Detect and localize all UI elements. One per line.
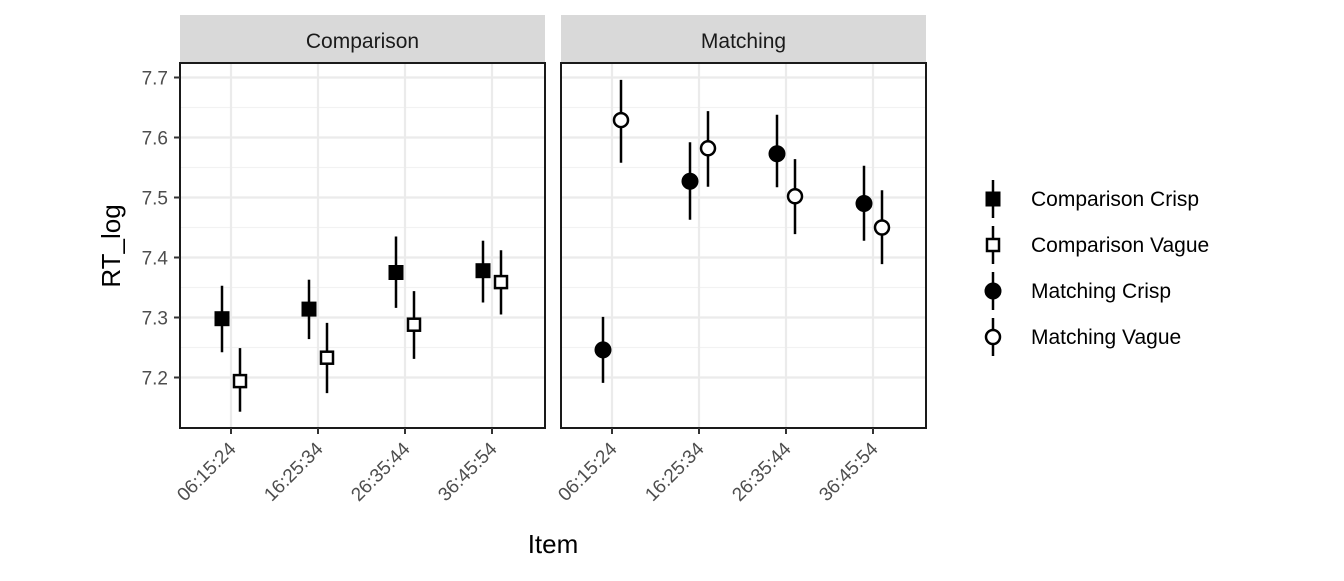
- legend-entry: Matching Crisp: [984, 272, 1171, 310]
- legend-key-marker: [985, 237, 1001, 253]
- x-axis-comparison: 06:15:24 16:25:34 26:35:44 36:45:54: [173, 428, 502, 506]
- panels: Comparison Matching: [179, 15, 927, 429]
- panel-strip-label: Matching: [701, 30, 786, 53]
- y-tick-label: 7.6: [142, 129, 168, 150]
- x-tick-label: 06:15:24: [554, 438, 621, 505]
- series-comparison-crisp: [214, 236, 491, 353]
- plot-background: [180, 63, 545, 428]
- series-matching-crisp: [594, 114, 873, 383]
- data-point: [493, 274, 509, 290]
- panel-comparison: Comparison: [179, 15, 546, 429]
- legend-entry: Comparison Vague: [985, 226, 1209, 264]
- series-matching-vague: [612, 79, 891, 265]
- data-point: [786, 188, 804, 205]
- legend-entry: Comparison Crisp: [985, 180, 1199, 218]
- panel-matching: Matching: [560, 15, 927, 429]
- legend-label: Matching Vague: [1031, 326, 1181, 349]
- x-axes: 06:15:24 16:25:34 26:35:44 36:45:54 06:15:24…: [173, 428, 883, 506]
- panel-strip: [180, 15, 545, 63]
- x-tick-label: 26:35:44: [347, 438, 414, 505]
- y-axis: 7.2 7.3 7.4 7.5 7.6 7.7: [142, 69, 180, 390]
- x-tick-label: 36:45:54: [815, 438, 882, 505]
- data-point: [406, 317, 422, 332]
- legend-label: Comparison Crisp: [1031, 188, 1199, 211]
- y-tick-label: 7.7: [142, 69, 168, 90]
- x-axis-matching: 06:15:24 16:25:34 26:35:44 36:45:54: [554, 428, 883, 506]
- x-tick-label: 36:45:54: [434, 438, 501, 505]
- data-point: [214, 311, 230, 327]
- series-comparison-vague: [232, 250, 509, 412]
- data-point: [699, 140, 717, 157]
- panel-strip-label: Comparison: [306, 30, 419, 53]
- data-point: [768, 145, 786, 163]
- legend-label: Comparison Vague: [1031, 234, 1209, 257]
- x-tick-label: 16:25:34: [260, 438, 327, 505]
- panel-strip: [561, 15, 926, 63]
- y-tick-label: 7.5: [142, 189, 168, 210]
- legend-entry: Matching Vague: [984, 318, 1181, 356]
- panel-border: [560, 62, 927, 429]
- legend-key-marker: [984, 328, 1002, 346]
- x-tick-label: 16:25:34: [641, 438, 708, 505]
- y-tick-label: 7.3: [142, 309, 168, 330]
- x-axis-title: Item: [528, 529, 579, 559]
- y-tick-label: 7.4: [142, 249, 169, 270]
- legend-key-marker: [984, 282, 1002, 300]
- data-point: [873, 219, 891, 236]
- panel-border: [179, 62, 546, 429]
- data-point: [319, 350, 335, 365]
- x-tick-label: 06:15:24: [173, 438, 240, 505]
- y-tick-label: 7.2: [142, 369, 168, 390]
- data-point: [388, 265, 404, 280]
- legend-label: Matching Crisp: [1031, 280, 1171, 303]
- data-point: [301, 301, 317, 317]
- legend-key-marker: [985, 191, 1001, 207]
- data-point: [681, 172, 699, 190]
- data-point: [475, 263, 491, 279]
- y-axis-title: RT_log: [96, 204, 126, 287]
- data-point: [594, 341, 612, 359]
- x-tick-label: 26:35:44: [728, 438, 795, 505]
- data-point: [232, 373, 248, 389]
- data-point: [612, 111, 630, 129]
- data-point: [855, 195, 873, 212]
- legend: Comparison Crisp Comparison Vague Matching…: [984, 180, 1209, 356]
